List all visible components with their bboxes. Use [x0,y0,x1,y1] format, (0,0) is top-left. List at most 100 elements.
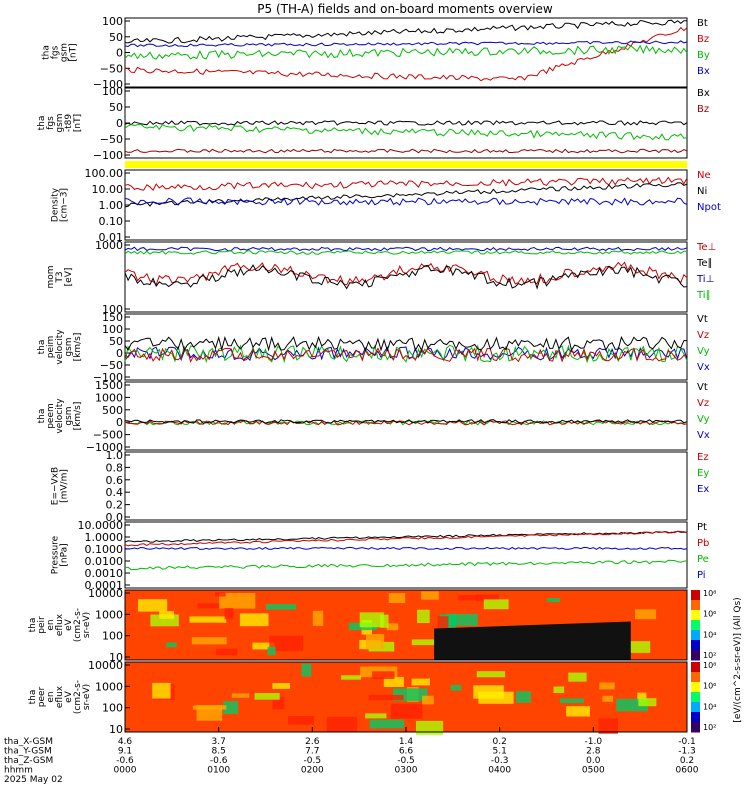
spectrogram-cell [446,613,478,626]
x-tick-label: 0600 [676,766,699,776]
legend-entry: Pt [697,522,707,533]
legend-entry: Vy [697,414,710,425]
spectrogram-cell [450,684,462,691]
y-tick-label: −50 [100,359,123,372]
y-axis-label: gsm [55,113,65,132]
y-tick-label: 0 [116,47,123,60]
spectrogram-cell [602,695,613,702]
legend-entry: Vz [697,330,709,341]
x-tick-label: 0400 [488,766,511,776]
y-axis-label: tha [28,618,38,633]
y-axis-label: eflux [55,613,65,636]
spectrogram-cell [252,642,275,650]
y-tick-label: −500 [93,429,123,442]
spectrogram-cell [422,695,434,705]
y-axis-label: eV [64,690,74,703]
y-axis-label: peim [46,336,56,359]
x-tick-label: 3.7 [212,737,226,747]
trace-vt-i [124,335,687,352]
spectrogram-cell [166,642,177,648]
legend-entry: Pb [697,538,709,549]
spectrogram-cell [458,595,479,601]
y-tick-label: 50 [109,335,123,348]
x-tick-label: 0.0 [586,756,601,766]
spectrogram-cell [231,693,250,698]
x-tick-label: 0100 [207,766,230,776]
y-axis-label: T3 [55,271,65,283]
x-tick-label: 2.6 [305,737,320,747]
y-axis-label: fgs [51,45,61,59]
spectrogram-cell [215,592,226,597]
spectrogram-cell [388,593,406,603]
spectrogram-low-flux-region [434,621,631,660]
y-tick-label: 0 [116,117,123,130]
colorbar-band [691,722,700,733]
colorbar-band [691,590,700,601]
colorbar-label: [eV/(cm^2-s-sr-eV)] (All Qs) [733,597,743,722]
y-tick-label: 0.01 [99,231,124,244]
x-tick-label: 0300 [395,766,418,776]
y-tick-label: 0.0100 [85,555,124,568]
y-tick-label: 0.10 [99,215,124,228]
y-tick-label: 0 [116,347,123,360]
y-tick-label: 150 [102,311,123,324]
y-axis-label: velocity [55,329,65,365]
legend-entry: Ti∥ [696,290,711,301]
y-tick-label: 0 [116,416,123,429]
y-tick-label: 100 [102,85,123,98]
y-axis-label: peem [46,403,56,429]
y-tick-label: 50 [109,31,123,44]
y-axis-label: [nT] [69,43,79,61]
y-tick-label: 100 [102,15,123,28]
spectrogram-cell [599,682,615,690]
y-tick-label: −100 [93,78,123,91]
spectrogram-cell [223,701,239,714]
spectrogram-cell [483,599,509,610]
x-tick-label: 0200 [301,766,324,776]
trace-bx [124,40,688,48]
panel-frame [124,381,688,451]
spectrogram-cell [383,676,404,687]
y-axis-label: (cm2-s- [73,608,83,642]
x-tick-label: 6.6 [399,747,414,757]
panel-frame [124,169,688,241]
chart-title: P5 (TH-A) fields and on-board moments ov… [257,2,553,16]
legend-entry: Te∥ [696,258,713,269]
panel-frame [124,451,688,521]
legend-entry: Vy [697,346,710,357]
spectrogram-cell [547,598,560,603]
spectrogram-cell [638,698,657,707]
legend-entry: Ey [697,468,709,479]
y-tick-label: 10 [109,651,123,664]
trace-ti-perp [124,246,688,252]
y-tick-label: 1.00 [99,199,124,212]
spectrogram-cell [417,609,430,623]
y-tick-label: 0.2 [106,499,124,512]
y-tick-label: 100.00 [85,167,124,180]
spectrogram-cell [359,612,384,628]
x-axis-row-label: tha_Z-GSM [4,756,53,766]
y-tick-label: 0.8 [106,461,124,474]
y-tick-label: 10.00 [92,183,124,196]
legend-entry: Bt [697,18,708,29]
spectrogram-cell [476,671,506,678]
legend-entry: Bx [697,66,710,77]
y-tick-label: −50 [100,133,123,146]
spectrogram-cell [239,613,269,627]
colorbar-band [691,620,700,631]
colorbar-band [691,640,700,651]
colorbar-band [691,610,700,621]
trace-vz-i [124,347,688,363]
legend-entry: Vt [697,382,708,393]
y-tick-label: 100 [102,323,123,336]
y-axis-label: (cm2-s- [73,680,83,714]
y-axis-label: -t89 [64,114,74,133]
spectrogram-cell [152,682,171,699]
colorbar-band [691,662,700,673]
spectrogram-cell [416,720,444,735]
trace-pt [124,530,688,543]
spectrogram-cell [635,609,657,620]
y-tick-label: 1.0 [106,449,124,462]
spectrogram-cell [476,594,499,602]
